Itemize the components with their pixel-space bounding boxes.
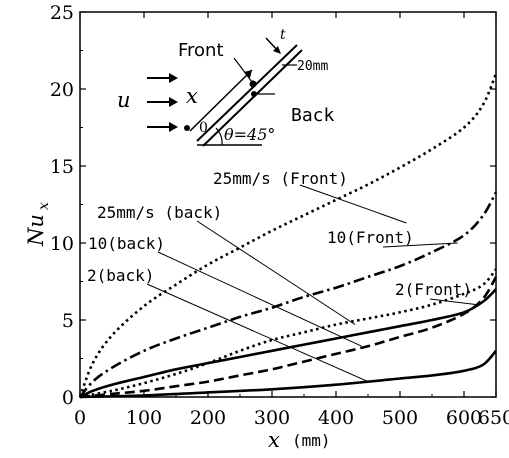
flow-arrowhead-3 [169, 122, 178, 132]
back-label: Back [291, 105, 335, 126]
y-tick-label: 15 [50, 156, 74, 178]
front-label: Front [178, 40, 224, 61]
annotation-leader-1 [382, 242, 458, 248]
angle-label: θ=45° [224, 125, 275, 144]
annotation-leaders [146, 184, 477, 383]
y-tick-label: 20 [50, 79, 74, 101]
x-tick-label: 400 [318, 407, 354, 429]
y-tick-label: 5 [62, 310, 74, 332]
flow-arrowhead-1 [169, 73, 178, 83]
x-label: x [186, 84, 198, 108]
front-leader [233, 57, 253, 83]
x-tick-label: 600 [446, 407, 482, 429]
x-tick-label: 500 [382, 407, 418, 429]
x-direction-arrow [189, 69, 253, 132]
annotation-leader-0 [299, 184, 407, 224]
x-tick-label: 100 [126, 407, 162, 429]
annotation-leader-5 [146, 283, 369, 383]
width-label: 20mm [297, 59, 328, 74]
series-line-1 [78, 191, 498, 398]
annotation-leader-2 [429, 298, 477, 306]
series-line-0 [78, 73, 498, 398]
series-line-5 [79, 349, 497, 399]
y-axis-title: Nu [24, 214, 48, 247]
label-25-back: 25mm/s (back) [97, 203, 222, 222]
y-tick-label: 10 [50, 233, 74, 255]
inset-schematic: Front Back u x t 20mm θ=45° 0 [117, 27, 335, 147]
x-arrowhead [244, 70, 252, 78]
series-line-2 [79, 288, 497, 399]
y-tick-label: 0 [62, 387, 74, 409]
t-label: t [280, 27, 286, 43]
y-axis-title-group: Nu x [24, 202, 52, 247]
thickness-arrowhead [273, 46, 281, 54]
plate-line-back [202, 49, 303, 147]
plate-line-front [196, 44, 298, 142]
annotation-leader-3 [196, 220, 356, 326]
label-2-front: 2(Front) [395, 280, 472, 299]
angle-arc [215, 127, 223, 146]
front-point-dot [249, 80, 257, 88]
flow-arrowhead-2 [169, 97, 178, 107]
x-tick-label: 0 [74, 407, 86, 429]
origin-dot [184, 125, 190, 131]
label-10-back: 10(back) [88, 234, 165, 253]
series-line-4 [79, 276, 498, 399]
annotation-leader-4 [157, 251, 362, 347]
x-axis-title: x [268, 428, 280, 452]
x-axis-unit: (mm) [292, 431, 331, 450]
x-tick-label: 300 [254, 407, 290, 429]
y-tick-label: 25 [50, 2, 74, 24]
flow-label: u [117, 88, 131, 112]
x-tick-label: 200 [190, 407, 226, 429]
x-tick-label: 650 [478, 407, 509, 429]
label-25-front: 25mm/s (Front) [213, 169, 348, 188]
y-axis-subscript: x [36, 202, 52, 210]
label-2-back: 2(back) [87, 266, 154, 285]
origin-label: 0 [199, 120, 208, 136]
series-layer [78, 73, 498, 399]
label-10-front: 10(Front) [327, 228, 414, 247]
